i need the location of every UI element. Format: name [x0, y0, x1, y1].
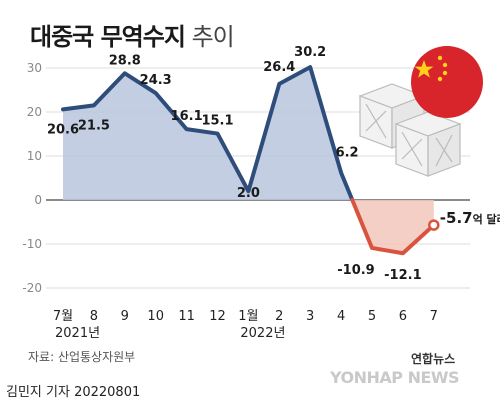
data-label: 28.8: [109, 53, 141, 68]
y-axis-ticks: 30 20 10 0 -10 -20: [22, 61, 42, 295]
data-label: 20.6: [47, 122, 79, 137]
title-main: 대중국 무역수지: [30, 23, 186, 51]
y-tick-label: 30: [27, 61, 42, 75]
x-year-label: 2022년: [240, 326, 285, 341]
unit-label: 억 달러: [473, 212, 500, 226]
data-label: 2.0: [237, 186, 260, 201]
source-note: 자료: 산업통상자원부: [28, 350, 136, 364]
x-tick-label: 12: [209, 309, 226, 324]
data-label: -5.7억 달러: [440, 209, 500, 227]
y-tick-label: 10: [27, 149, 42, 163]
last-point-marker: [428, 219, 440, 231]
decoration: [358, 46, 483, 177]
y-tick-label: -20: [22, 281, 42, 295]
data-label: 24.3: [140, 73, 172, 88]
title-sub: 추이: [191, 23, 235, 51]
crate-icon: [358, 83, 462, 177]
x-year-label: 2021년: [55, 326, 100, 341]
x-tick-label: 10: [147, 309, 164, 324]
credit-english: YONHAP NEWS: [330, 368, 460, 387]
series-lines: [61, 65, 440, 256]
x-tick-label: 6: [399, 309, 407, 324]
series-line-positive: [61, 65, 355, 202]
data-label: 6.2: [336, 146, 359, 161]
x-tick-label: 8: [90, 309, 98, 324]
x-tick-label: 7월: [53, 309, 73, 324]
x-tick-label: 11: [178, 309, 195, 324]
x-tick-label: 9: [121, 309, 129, 324]
y-tick-label: 20: [27, 105, 42, 119]
negative-area: [352, 200, 434, 254]
data-label: 26.4: [263, 60, 295, 75]
y-tick-label: -10: [22, 237, 42, 251]
series-line-negative: [350, 198, 436, 256]
x-tick-label: 2: [275, 309, 283, 324]
data-label: -10.9: [337, 263, 374, 278]
data-label: 16.1: [171, 109, 203, 124]
x-axis-ticks: 7월 8 9 10 11 12 1월 2 3 4 5 6 7 2021년 2022년: [53, 309, 438, 341]
data-label: -12.1: [384, 268, 421, 283]
y-tick-label: 0: [34, 193, 42, 207]
x-tick-label: 7: [430, 309, 438, 324]
data-label: 30.2: [294, 45, 326, 60]
data-label: 21.5: [78, 118, 110, 133]
x-tick-label: 5: [368, 309, 376, 324]
data-labels: 20.621.5 28.8 24.3 16.115.1 2.0 26.430.2 6.2 -1…: [47, 45, 500, 283]
x-tick-label: 1월: [238, 309, 258, 324]
reporter-line: 김민지 기자 20220801: [6, 385, 141, 400]
chart-title: 대중국 무역수지 추이: [30, 17, 235, 52]
x-tick-label: 4: [337, 309, 345, 324]
data-label: 15.1: [201, 114, 233, 129]
china-flag-icon: [411, 46, 483, 118]
x-tick-label: 3: [306, 309, 314, 324]
credit-korean: 연합뉴스: [411, 352, 456, 366]
